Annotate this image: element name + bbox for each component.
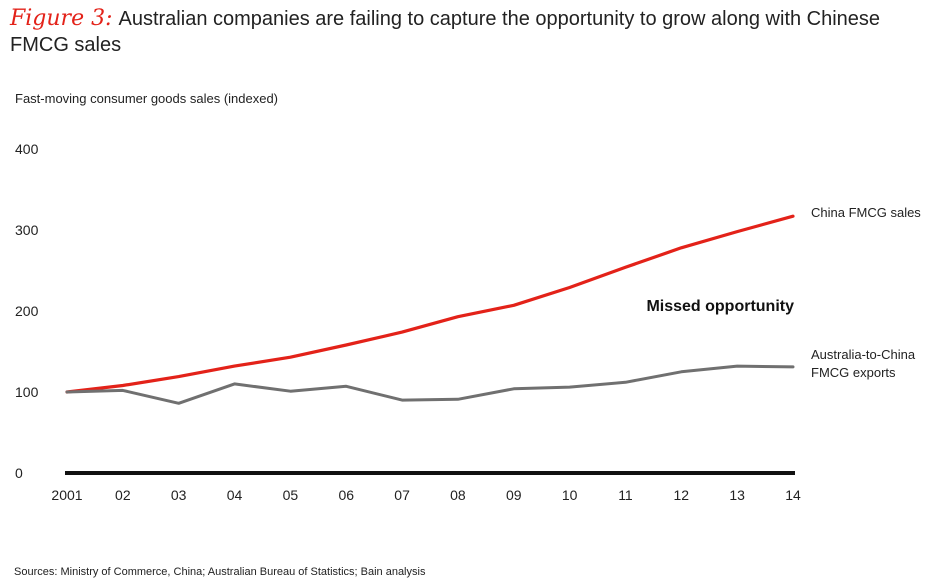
figure-label: Figure 3: bbox=[10, 6, 113, 31]
x-tick-label: 12 bbox=[674, 487, 690, 503]
title-text: Australian companies are failing to capt… bbox=[10, 8, 881, 56]
china-fmcg-sales-line bbox=[65, 214, 795, 394]
x-tick-label: 11 bbox=[618, 487, 633, 503]
x-tick-label: 2001 bbox=[51, 487, 82, 503]
australia-exports-line bbox=[65, 364, 795, 405]
x-tick-label: 10 bbox=[562, 487, 578, 503]
x-tick-label: 09 bbox=[506, 487, 522, 503]
series-labels: China FMCG sales Australia-to-China FMCG e… bbox=[811, 205, 921, 380]
y-tick-label: 0 bbox=[15, 465, 23, 481]
x-tick-label: 05 bbox=[283, 487, 299, 503]
series-lines bbox=[65, 214, 795, 405]
y-tick-label: 300 bbox=[15, 222, 39, 238]
missed-opportunity-annotation: Missed opportunity bbox=[646, 298, 794, 315]
x-tick-label: 02 bbox=[115, 487, 131, 503]
x-tick-label: 07 bbox=[394, 487, 410, 503]
china-series-label: China FMCG sales bbox=[811, 205, 921, 220]
x-tick-label: 03 bbox=[171, 487, 187, 503]
australia-series-label: FMCG exports bbox=[811, 365, 896, 380]
x-tick-label: 08 bbox=[450, 487, 466, 503]
y-tick-label: 100 bbox=[15, 384, 39, 400]
australia-series-label: Australia-to-China bbox=[811, 347, 916, 362]
x-tick-labels: 2001 02 03 04 05 06 07 08 09 10 11 12 13 14 bbox=[51, 487, 801, 503]
x-tick-label: 13 bbox=[729, 487, 745, 503]
x-tick-label: 06 bbox=[338, 487, 354, 503]
y-tick-label: 400 bbox=[15, 141, 39, 157]
source-note: Sources: Ministry of Commerce, China; Au… bbox=[14, 566, 426, 578]
y-tick-label: 200 bbox=[15, 303, 39, 319]
x-tick-label: 14 bbox=[785, 487, 801, 503]
chart-title: Figure 3: Australian companies are failin… bbox=[10, 6, 935, 58]
y-axis-unit-label: Fast-moving consumer goods sales (indexe… bbox=[15, 91, 279, 106]
x-tick-label: 04 bbox=[227, 487, 243, 503]
y-tick-labels: 0 100 200 300 400 bbox=[15, 141, 39, 481]
